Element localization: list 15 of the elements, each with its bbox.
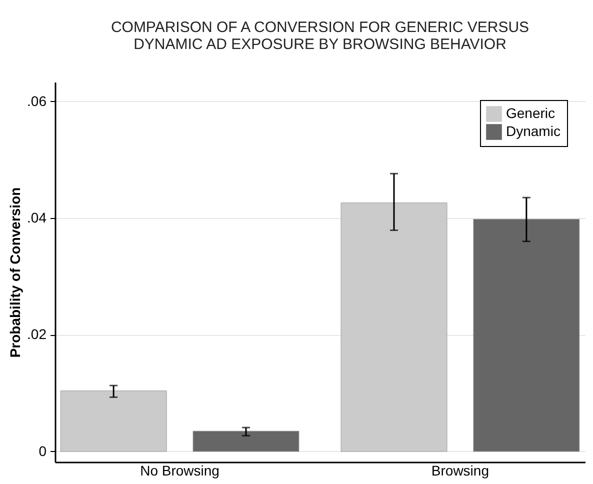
x-tick-label: Browsing	[431, 462, 490, 478]
x-tick-label: No Browsing	[140, 462, 220, 478]
y-tick-label: .02	[27, 326, 47, 342]
bar	[473, 218, 580, 452]
legend-label: Generic	[506, 105, 556, 121]
text: DYNAMIC AD EXPOSURE BY BROWSING BEHAVIOR	[134, 36, 506, 53]
bar	[192, 430, 300, 452]
text: COMPARISON OF A CONVERSION FOR GENERIC VERSUS	[110, 19, 530, 36]
y-tick-label: 0	[38, 442, 47, 459]
bar	[60, 390, 167, 452]
y-axis-title: Probability of Conversion	[7, 187, 24, 358]
legend-label: Dynamic	[506, 123, 560, 139]
y-tick-label: .04	[27, 210, 47, 226]
y-tick-label: .06	[27, 92, 47, 109]
bar	[340, 202, 448, 452]
